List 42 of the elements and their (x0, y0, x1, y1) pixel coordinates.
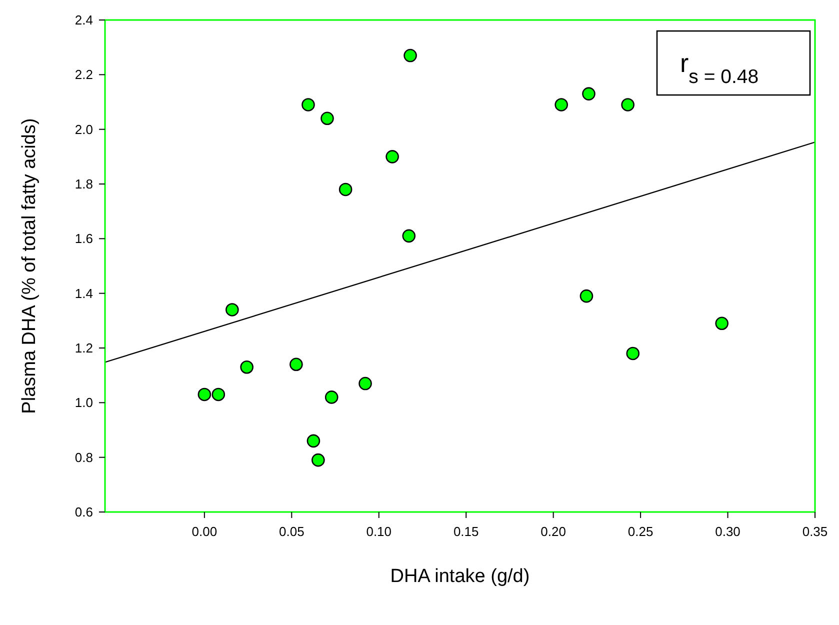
point (324, 390, 338, 404)
point (621, 98, 634, 112)
point (306, 434, 320, 448)
x-tick-label: 0.25 (628, 524, 654, 539)
point (582, 87, 596, 100)
x-tick-label: 0.10 (366, 524, 392, 539)
y-tick-label: 1.0 (74, 395, 93, 410)
point (404, 48, 417, 62)
x-tick-label: 0.20 (540, 524, 566, 539)
y-tick-label: 1.4 (74, 286, 93, 301)
point (715, 316, 728, 330)
point (626, 346, 640, 360)
point (320, 112, 334, 126)
point (312, 453, 325, 467)
point (554, 98, 568, 112)
point (580, 289, 594, 303)
point (402, 229, 416, 243)
x-tick-label: 0.00 (192, 524, 218, 539)
point (290, 358, 303, 372)
y-tick-label: 2.0 (74, 122, 93, 137)
point (226, 303, 239, 316)
x-axis-title: DHA intake (g/d) (390, 566, 530, 587)
point (198, 388, 212, 402)
y-tick-label: 1.6 (74, 231, 93, 246)
x-tick-label: 0.35 (802, 524, 828, 539)
y-tick-label: 0.8 (74, 450, 93, 465)
y-tick-label: 0.6 (74, 504, 93, 520)
x-tick-label: 0.30 (715, 524, 740, 539)
point (212, 388, 226, 402)
point (240, 360, 254, 374)
y-tick-label: 1.2 (74, 340, 93, 356)
point (358, 376, 372, 390)
x-tick-label: 0.15 (453, 524, 479, 539)
y-tick-label: 1.8 (74, 176, 93, 192)
y-tick-label: 2.4 (74, 12, 93, 28)
point (302, 98, 315, 112)
x-tick-label: 0.05 (279, 524, 304, 539)
point (386, 150, 399, 164)
point (338, 182, 352, 196)
y-tick-label: 2.2 (74, 67, 93, 82)
y-axis-title: Plasma DHA (% of total fatty acids) (19, 118, 40, 414)
annotation: r$_{s = 0.48}$ (680, 48, 759, 88)
